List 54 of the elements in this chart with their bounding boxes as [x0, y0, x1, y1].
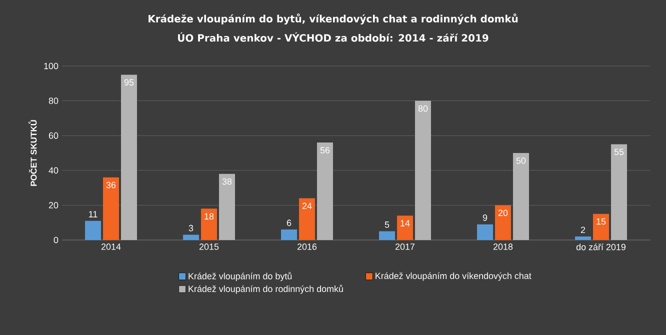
data-label: 18: [204, 213, 214, 220]
legend-label: Krádež vloupáním do víkendových chat: [376, 272, 532, 281]
y-tick-label: 80: [48, 98, 58, 104]
data-label: 95: [124, 79, 134, 86]
bar: [513, 153, 529, 240]
data-label: 6: [286, 220, 292, 226]
data-label: 20: [498, 210, 508, 216]
data-label: 11: [89, 211, 98, 218]
bar: [120, 74, 137, 240]
bar: [397, 216, 414, 240]
bar: [477, 224, 494, 240]
bar: [183, 234, 200, 240]
data-label: 80: [418, 105, 428, 112]
x-tick-label: 2017: [395, 244, 415, 250]
x-tick-label: 2018: [493, 244, 513, 250]
y-tick-label: 100: [44, 62, 58, 70]
bar: [611, 144, 628, 240]
bar: [593, 214, 610, 240]
data-label: 56: [320, 147, 330, 154]
legend-label: Krádež vloupáním do rodinných domků: [188, 284, 343, 294]
x-tick-label: 2016: [297, 244, 317, 250]
data-label: 2: [580, 226, 586, 233]
data-label: 5: [384, 222, 390, 228]
bar: [103, 177, 120, 240]
bar: [85, 220, 102, 240]
data-label: 14: [400, 220, 410, 226]
x-tick-label: 2014: [101, 244, 121, 250]
data-label: 15: [596, 218, 606, 225]
y-tick-label: 0: [54, 236, 58, 244]
bar: [299, 198, 316, 240]
chart-title: Krádeže vloupáním do bytů, víkendových chat a rodinných domků: [148, 14, 518, 24]
x-tick-label: do září 2019: [576, 244, 626, 250]
data-label: 9: [482, 214, 488, 221]
data-label: 36: [106, 182, 116, 188]
x-tick-label: 2015: [199, 244, 219, 250]
y-tick-label: 60: [48, 132, 58, 139]
y-tick-label: 40: [48, 167, 58, 174]
bar: [219, 174, 235, 240]
legend-label: Krádež vloupáním do bytů: [188, 272, 292, 282]
bar: [495, 205, 512, 240]
bar: [281, 230, 298, 240]
data-label: 38: [222, 178, 232, 185]
chart-subtitle: ÚO Praha venkov - VÝCHOD za období: 2014 - září 2019: [178, 32, 488, 42]
data-label: 55: [614, 148, 624, 156]
bar: [575, 236, 592, 240]
data-label: 50: [516, 158, 526, 164]
y-tick-label: 20: [48, 202, 58, 208]
bar: [415, 100, 431, 240]
bar: [317, 142, 333, 240]
data-label: 3: [188, 224, 194, 232]
y-axis-title: POČET SKUTKŮ: [28, 120, 37, 186]
data-label: 24: [302, 202, 312, 210]
bar: [379, 231, 396, 240]
bar: [201, 208, 218, 240]
